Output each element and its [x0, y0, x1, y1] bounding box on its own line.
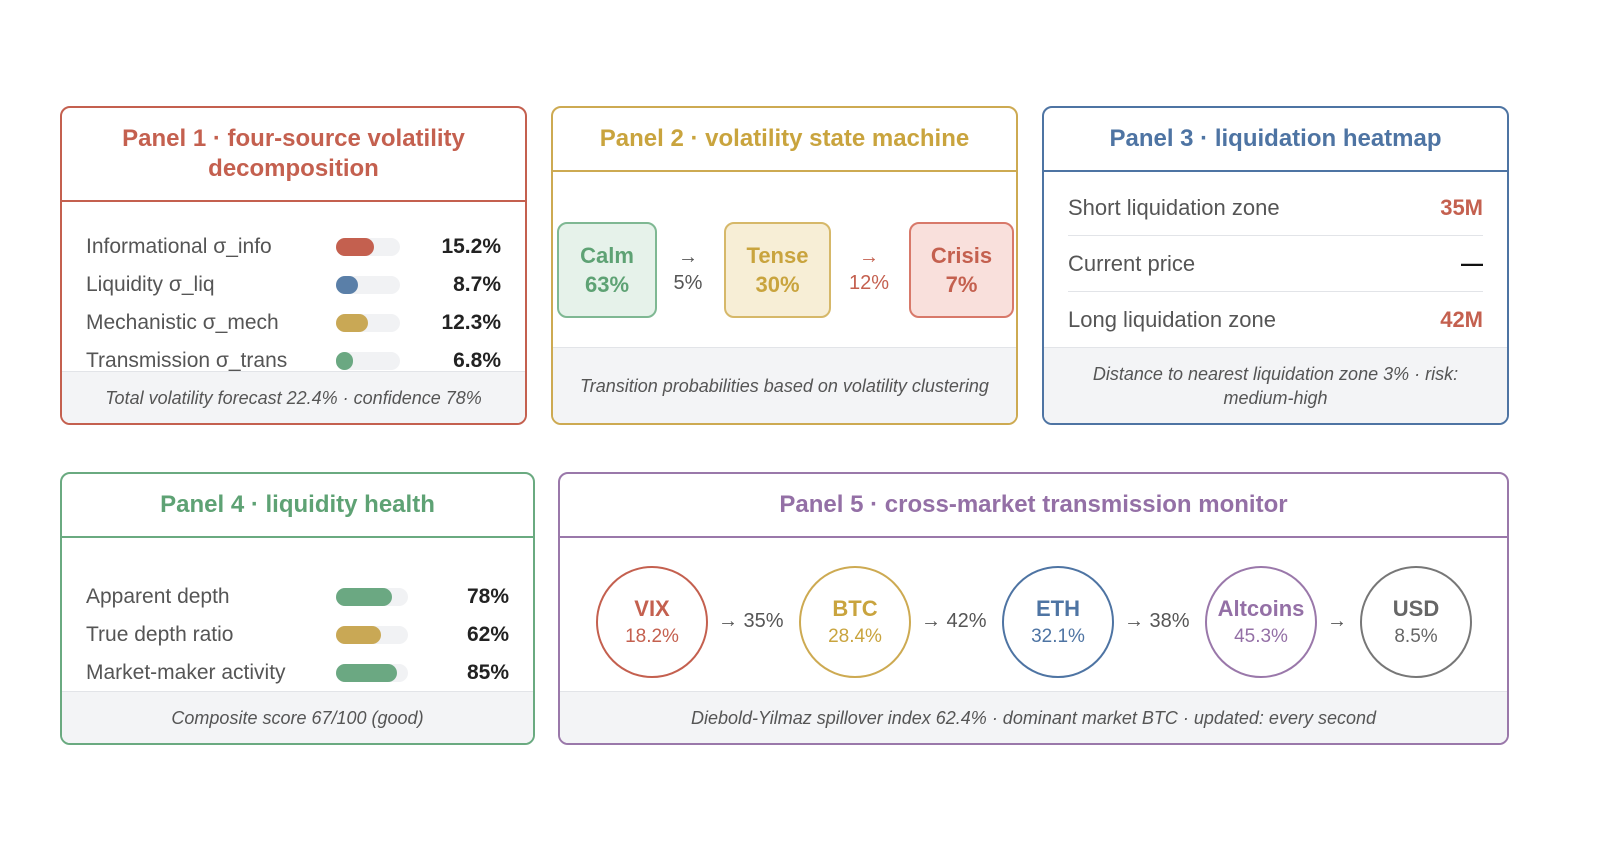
spillover-link: → 38%	[1124, 610, 1190, 632]
source-label: Liquidity σ_liq	[86, 273, 215, 296]
node-pct: 32.1%	[1031, 626, 1085, 647]
state-name: Tense	[746, 243, 809, 268]
zone-label: Current price	[1068, 250, 1196, 276]
volatility-sources: Informational σ_info 15.2% Liquidity σ_l…	[62, 202, 525, 372]
metric-bar	[336, 664, 408, 682]
panel-3-footer: Distance to nearest liquidation zone 3% …	[1044, 347, 1507, 423]
source-label: Transmission σ_trans	[86, 349, 288, 372]
metric-value: 62%	[466, 623, 509, 646]
state-name: Crisis	[930, 243, 993, 268]
arrow-right-icon: →	[859, 246, 879, 268]
state-pct: 63%	[584, 272, 630, 297]
node-name: USD	[1392, 596, 1440, 621]
panel-liquidation-heatmap: Panel 3 · liquidation heatmap Short liqu…	[1042, 106, 1509, 425]
metric-bar-fill	[336, 626, 381, 644]
state-pct: 30%	[755, 272, 800, 297]
metric-row-ratio: True depth ratio 62%	[86, 620, 509, 650]
state-diagram: Calm 63% → 5% Tense 30% → 12% Crisis 7%	[553, 172, 1016, 347]
spillover-link: → 42%	[921, 610, 987, 632]
panel-state-machine: Panel 2 · volatility state machine Calm …	[551, 106, 1018, 425]
panel-volatility-decomposition: Panel 1 · four-source volatility decompo…	[60, 106, 527, 425]
source-row-liq: Liquidity σ_liq 8.7%	[86, 270, 501, 300]
node-pct: 28.4%	[828, 626, 882, 647]
market-node-eth: ETH 32.1%	[1002, 566, 1114, 678]
current-price-row: Current price —	[1068, 236, 1483, 292]
panel-5-footer: Diebold-Yilmaz spillover index 62.4% · d…	[560, 691, 1507, 743]
metric-row-mm: Market-maker activity 85%	[86, 658, 509, 688]
source-label: Informational σ_info	[86, 235, 272, 258]
metric-bar-fill	[336, 664, 398, 682]
zone-label: Short liquidation zone	[1068, 194, 1280, 220]
short-liquidation-row: Short liquidation zone 35M	[1068, 180, 1483, 236]
zone-value: 35M	[1440, 194, 1483, 220]
panel-1-title: Panel 1 · four-source volatility decompo…	[62, 108, 525, 202]
panel-2-title: Panel 2 · volatility state machine	[553, 108, 1016, 172]
liquidity-metrics: Apparent depth 78% True depth ratio 62% …	[62, 538, 533, 691]
zone-label: Long liquidation zone	[1068, 306, 1276, 332]
transition-tense-crisis: → 12%	[841, 244, 897, 296]
transition-pct: 12%	[848, 272, 890, 294]
panel-2-footer: Transition probabilities based on volati…	[553, 347, 1016, 423]
metric-label: Market-maker activity	[86, 661, 286, 684]
node-name: ETH	[1036, 596, 1080, 621]
spillover-link: →	[1327, 610, 1347, 632]
metric-bar	[336, 626, 408, 644]
transition-calm-tense: → 5%	[663, 244, 713, 296]
state-pct: 7%	[945, 272, 978, 297]
panel-5-title: Panel 5 · cross-market transmission moni…	[560, 474, 1507, 538]
metric-label: Apparent depth	[86, 585, 230, 608]
metric-row-depth: Apparent depth 78%	[86, 582, 509, 612]
state-name: Calm	[580, 243, 634, 268]
zone-value: —	[1461, 250, 1483, 276]
source-value: 15.2%	[441, 235, 501, 258]
source-bar-fill	[336, 238, 375, 256]
metric-bar-fill	[336, 588, 393, 606]
transition-pct: 5%	[673, 272, 703, 294]
source-label: Mechanistic σ_mech	[86, 311, 279, 334]
source-bar-fill	[336, 276, 358, 294]
source-bar	[336, 352, 400, 370]
arrow-right-icon: →	[678, 246, 698, 268]
source-value: 6.8%	[453, 349, 501, 372]
node-name: VIX	[634, 596, 670, 621]
market-node-btc: BTC 28.4%	[799, 566, 911, 678]
source-value: 12.3%	[441, 311, 501, 334]
source-row-trans: Transmission σ_trans 6.8%	[86, 346, 501, 376]
liquidation-zones: Short liquidation zone 35M Current price…	[1044, 172, 1507, 347]
source-row-info: Informational σ_info 15.2%	[86, 232, 501, 262]
panel-4-footer: Composite score 67/100 (good)	[62, 691, 533, 743]
state-tense: Tense 30%	[724, 222, 831, 318]
zone-value: 42M	[1440, 306, 1483, 332]
transmission-chain: VIX 18.2% → 35% BTC 28.4% → 42% ETH 32.1…	[560, 538, 1507, 691]
metric-bar	[336, 588, 408, 606]
source-bar	[336, 238, 400, 256]
spillover-link: → 35%	[718, 610, 784, 632]
source-row-mech: Mechanistic σ_mech 12.3%	[86, 308, 501, 338]
node-name: Altcoins	[1217, 596, 1305, 621]
panel-transmission-monitor: Panel 5 · cross-market transmission moni…	[558, 472, 1509, 745]
node-pct: 18.2%	[625, 626, 679, 647]
market-node-usd: USD 8.5%	[1360, 566, 1472, 678]
node-pct: 45.3%	[1234, 626, 1288, 647]
panel-liquidity-health: Panel 4 · liquidity health Apparent dept…	[60, 472, 535, 745]
source-bar	[336, 276, 400, 294]
market-node-vix: VIX 18.2%	[596, 566, 708, 678]
state-crisis: Crisis 7%	[909, 222, 1014, 318]
long-liquidation-row: Long liquidation zone 42M	[1068, 292, 1483, 347]
node-pct: 8.5%	[1394, 626, 1438, 647]
metric-label: True depth ratio	[86, 623, 234, 646]
state-calm: Calm 63%	[557, 222, 657, 318]
panel-4-title: Panel 4 · liquidity health	[62, 474, 533, 538]
source-bar	[336, 314, 400, 332]
node-name: BTC	[832, 596, 878, 621]
market-node-altcoins: Altcoins 45.3%	[1205, 566, 1317, 678]
metric-value: 78%	[466, 585, 509, 608]
source-value: 8.7%	[453, 273, 501, 296]
source-bar-fill	[336, 352, 354, 370]
panel-3-title: Panel 3 · liquidation heatmap	[1044, 108, 1507, 172]
metric-value: 85%	[466, 661, 509, 684]
panel-1-footer: Total volatility forecast 22.4% · confid…	[62, 371, 525, 423]
source-bar-fill	[336, 314, 368, 332]
